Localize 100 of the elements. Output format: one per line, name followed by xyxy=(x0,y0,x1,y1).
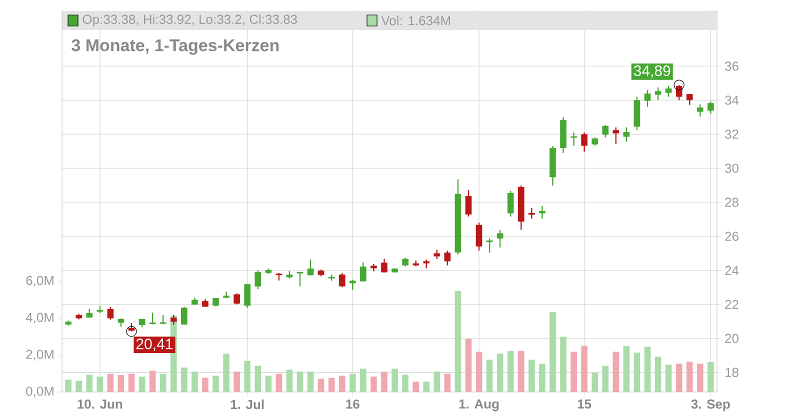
bar xyxy=(392,368,398,392)
candlestick xyxy=(307,259,314,276)
bar xyxy=(370,376,377,392)
bar xyxy=(381,372,388,392)
bar xyxy=(160,374,166,392)
bar xyxy=(338,376,346,392)
y-tick-label: 26 xyxy=(725,232,738,241)
bar xyxy=(676,364,682,392)
candlestick xyxy=(654,86,662,101)
candlestick xyxy=(539,205,546,220)
x-tick-label: 1. Aug xyxy=(459,400,499,412)
y2-tick-label: 2,0M xyxy=(26,350,54,360)
y-tick-label: 36 xyxy=(725,62,738,71)
x-tick-label: 3. Sep xyxy=(691,400,730,412)
bar xyxy=(149,370,156,392)
candlestick xyxy=(496,229,504,248)
candlestick xyxy=(444,250,451,266)
bar xyxy=(349,374,356,392)
candlestick xyxy=(338,272,346,288)
bar xyxy=(128,374,135,392)
y-tick-label: 28 xyxy=(725,198,738,207)
bar xyxy=(644,346,651,392)
bar xyxy=(444,374,451,392)
bar xyxy=(223,354,230,392)
bar xyxy=(86,374,93,392)
bar xyxy=(623,346,630,392)
bar xyxy=(212,376,219,392)
candlestick xyxy=(708,100,714,114)
bar xyxy=(296,372,304,392)
x-tick-label: 10. Jun xyxy=(78,400,122,409)
candlestick xyxy=(676,84,682,101)
bar xyxy=(107,374,114,392)
bar xyxy=(708,362,714,392)
bar xyxy=(202,378,208,392)
bar xyxy=(402,374,408,392)
candlestick xyxy=(254,270,262,290)
candlestick xyxy=(465,189,472,218)
y2-tick-label: 4,0M xyxy=(26,312,54,324)
candlestick xyxy=(107,306,114,320)
bar xyxy=(181,368,188,392)
bar xyxy=(412,382,419,392)
candlestick xyxy=(349,279,356,290)
legend-label: Vol: 1.634M xyxy=(381,16,450,26)
bar xyxy=(654,356,662,392)
bar xyxy=(118,375,124,392)
bar xyxy=(465,338,472,392)
candlestick xyxy=(244,284,251,308)
candlestick xyxy=(686,93,693,106)
bar xyxy=(570,352,577,392)
bar xyxy=(286,370,293,392)
candlestick xyxy=(623,126,630,142)
annotation: 34,89 xyxy=(634,65,670,78)
bar xyxy=(476,352,482,392)
bar xyxy=(265,376,272,392)
bar xyxy=(138,376,146,392)
bar xyxy=(307,372,314,392)
bar xyxy=(592,372,598,392)
bar xyxy=(318,378,324,392)
bar xyxy=(581,346,588,392)
bar xyxy=(328,378,335,392)
candlestick xyxy=(360,262,366,282)
candlestick xyxy=(696,104,704,118)
candlestick xyxy=(665,85,672,98)
candlestick xyxy=(581,132,588,152)
bar xyxy=(276,374,282,392)
candlestick xyxy=(434,249,440,260)
bar xyxy=(76,380,82,392)
bar xyxy=(612,352,620,392)
text: 3 Monate, 1-Tages-Kerzen xyxy=(72,39,279,55)
bar xyxy=(665,364,672,392)
candlestick xyxy=(476,222,482,252)
x-tick-label: 15 xyxy=(578,400,592,409)
candlestick xyxy=(181,306,188,326)
y-tick-label: 24 xyxy=(725,266,739,275)
bar xyxy=(423,382,430,392)
bar xyxy=(234,372,240,392)
bar xyxy=(192,372,198,392)
bar xyxy=(634,352,640,392)
bar xyxy=(244,360,251,392)
y-tick-label: 30 xyxy=(725,164,738,173)
bar xyxy=(486,360,493,392)
bar xyxy=(507,350,514,392)
bar xyxy=(360,368,366,392)
bar xyxy=(434,372,440,392)
candlestick xyxy=(381,258,388,273)
y-tick-label: 20 xyxy=(725,334,738,343)
candlestick xyxy=(602,124,609,138)
bar xyxy=(96,376,104,392)
legend-label: Op:33.38, Hi:33.92, Lo:33.2, Cl:33.83 xyxy=(82,14,297,27)
annotation: 20,41 xyxy=(136,338,173,351)
bar xyxy=(539,364,546,392)
candlestick xyxy=(234,292,240,305)
bar xyxy=(696,364,704,392)
y-tick-label: 34 xyxy=(725,96,739,105)
bar xyxy=(686,362,693,392)
y-tick-label: 18 xyxy=(726,368,738,378)
candlestick xyxy=(644,90,651,108)
candlestick xyxy=(612,126,620,145)
bar xyxy=(528,360,535,392)
bar xyxy=(602,366,609,392)
